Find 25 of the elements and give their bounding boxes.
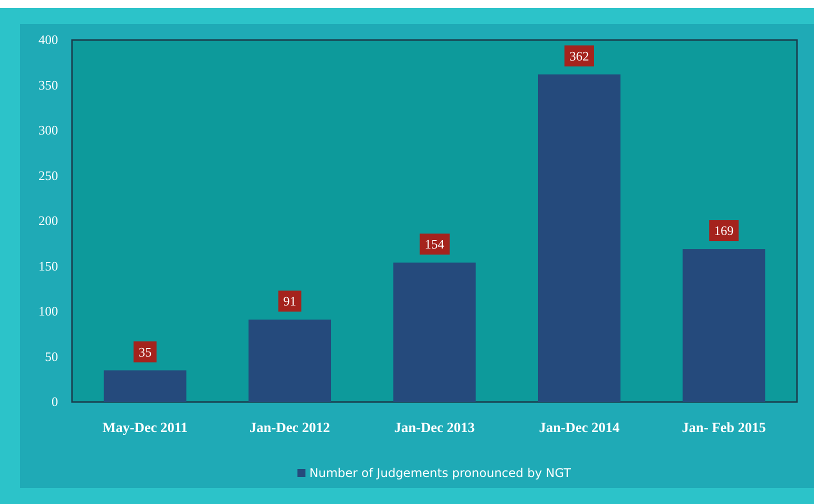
x-tick-label: Jan-Dec 2014 [538,420,620,436]
x-tick-label: Jan- Feb 2015 [682,420,766,436]
y-tick-label: 300 [38,122,58,138]
x-tick-label: Jan-Dec 2013 [394,420,475,436]
data-label: 362 [569,48,589,64]
bar [104,370,186,402]
legend-label: Number of Judgements pronounced by NGT [309,466,572,480]
data-label: 91 [283,294,296,309]
bar [248,320,332,402]
data-label: 169 [714,223,734,238]
x-tick-label: Jan-Dec 2012 [250,420,330,436]
y-tick-label: 200 [38,213,58,228]
y-tick-label: 100 [38,304,58,319]
y-tick-label: 350 [38,77,58,92]
data-label: 35 [138,344,152,360]
x-tick-label: May-Dec 2011 [102,420,188,436]
y-tick-label: 0 [52,394,58,410]
data-label: 154 [424,236,445,252]
y-tick-label: 400 [38,32,58,48]
y-tick-label: 150 [38,258,58,274]
bar [538,74,620,402]
bar [393,262,476,402]
y-tick-label: 50 [45,348,58,364]
y-tick-label: 250 [38,168,58,183]
bar [682,249,766,402]
